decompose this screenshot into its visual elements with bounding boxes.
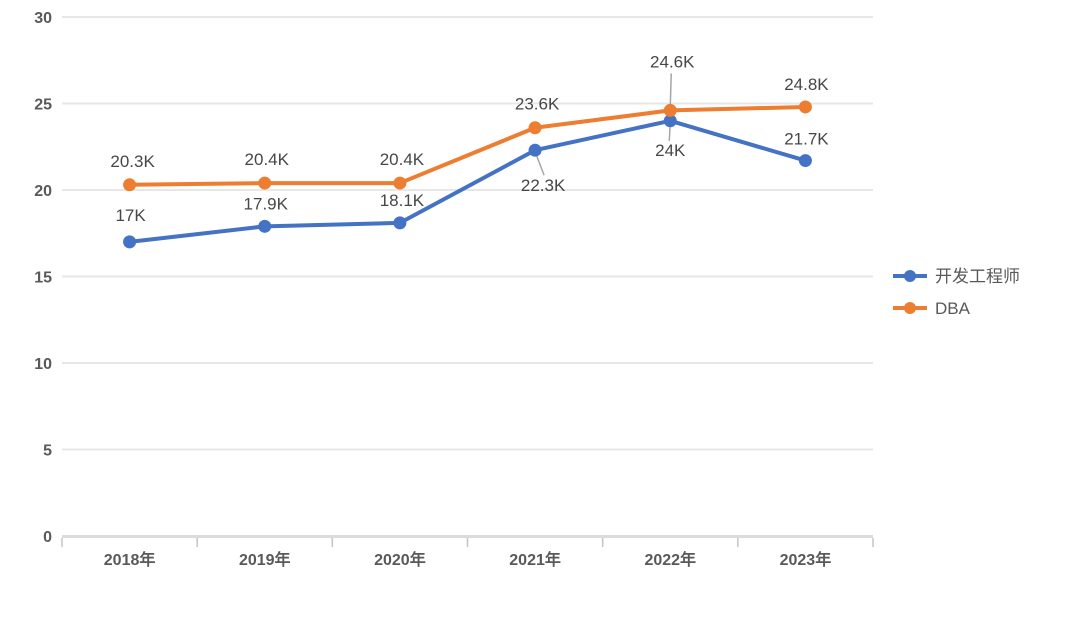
data-point[interactable] — [123, 235, 137, 249]
data-point-label: 20.3K — [110, 152, 155, 171]
data-point-label: 21.7K — [784, 130, 829, 149]
data-point[interactable] — [798, 154, 812, 168]
data-point[interactable] — [528, 121, 542, 135]
data-point[interactable] — [663, 114, 677, 128]
data-point-label: 24K — [655, 141, 686, 160]
legend-marker-dot — [904, 270, 916, 282]
y-axis-label: 15 — [34, 270, 52, 287]
legend-label: 开发工程师 — [935, 267, 1020, 286]
x-axis-label: 2018年 — [104, 550, 156, 569]
series-line-1 — [127, 104, 808, 187]
data-point-label: 20.4K — [245, 150, 290, 169]
data-point-label: 24.8K — [784, 75, 829, 94]
data-point-label: 17K — [115, 206, 146, 225]
x-axis-label: 2023年 — [780, 550, 832, 569]
data-point[interactable] — [663, 103, 677, 117]
x-axis-label: 2020年 — [374, 550, 426, 569]
data-point-label: 24.6K — [650, 52, 695, 71]
y-axis-label: 30 — [34, 10, 52, 27]
data-point[interactable] — [393, 176, 407, 190]
x-axis-label: 2021年 — [509, 550, 561, 569]
y-axis-label: 0 — [43, 529, 52, 546]
label-leader-line — [669, 73, 672, 107]
data-point[interactable] — [123, 178, 137, 192]
data-point-label: 20.4K — [380, 150, 425, 169]
legend-item-1[interactable]: DBA — [893, 299, 971, 318]
y-axis-label: 5 — [43, 443, 52, 460]
x-axis-label: 2022年 — [644, 550, 696, 569]
data-point-label: 18.1K — [380, 191, 425, 210]
label-leader-line — [535, 153, 545, 176]
legend-marker-dot — [904, 302, 916, 314]
y-axis-label: 25 — [34, 97, 52, 114]
data-point[interactable] — [393, 216, 407, 230]
y-axis-label: 20 — [34, 183, 52, 200]
data-point[interactable] — [528, 143, 542, 157]
data-point[interactable] — [258, 219, 272, 233]
data-point-label: 23.6K — [515, 95, 560, 114]
data-point[interactable] — [798, 100, 812, 114]
series-line-0 — [127, 118, 808, 244]
data-point-label: 17.9K — [244, 194, 289, 213]
data-point[interactable] — [258, 176, 272, 190]
data-point-label: 22.3K — [521, 176, 566, 195]
x-axis-label: 2019年 — [239, 550, 291, 569]
legend-item-0[interactable]: 开发工程师 — [893, 267, 1020, 286]
y-axis-label: 10 — [34, 356, 52, 373]
legend-label: DBA — [935, 299, 971, 318]
